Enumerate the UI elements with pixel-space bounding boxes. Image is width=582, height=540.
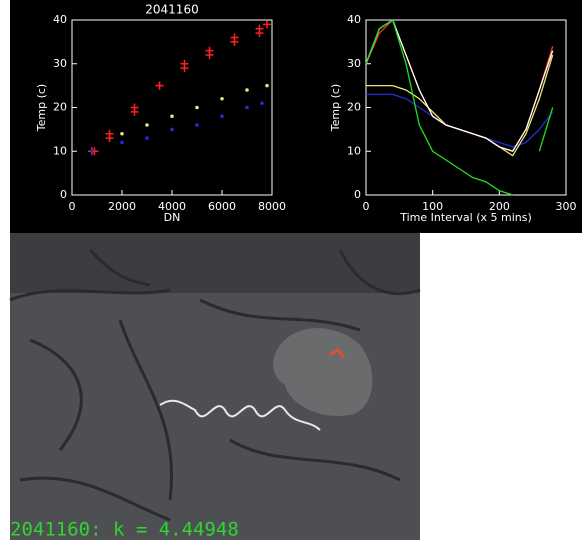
y-tick-label: 30: [347, 57, 361, 70]
x-tick-label: 8000: [258, 200, 286, 213]
figure: 2041160: k = 4.44948 2041160020004000600…: [0, 0, 582, 540]
x-tick-label: 2000: [108, 200, 136, 213]
point: [266, 84, 269, 87]
y-tick-label: 30: [53, 57, 67, 70]
point: [221, 115, 224, 118]
x-tick-label: 6000: [208, 200, 236, 213]
y-tick-label: 10: [53, 144, 67, 157]
point: [261, 102, 264, 105]
point: [121, 132, 124, 135]
y-tick-label: 20: [347, 101, 361, 114]
x-tick-label: 0: [69, 200, 76, 213]
point: [91, 150, 94, 153]
y-tick-label: 40: [53, 13, 67, 26]
point: [121, 141, 124, 144]
y-tick-label: 0: [354, 188, 361, 201]
point: [221, 97, 224, 100]
chart-title: 2041160: [145, 3, 198, 17]
x-axis-label: DN: [164, 211, 181, 224]
x-tick-label: 300: [556, 200, 577, 213]
y-axis-label: Temp (c): [329, 84, 342, 132]
plot-background: [10, 0, 582, 233]
point: [246, 89, 249, 92]
y-tick-label: 40: [347, 13, 361, 26]
point: [171, 115, 174, 118]
point: [146, 124, 149, 127]
point: [146, 137, 149, 140]
y-tick-label: 10: [347, 144, 361, 157]
chart: 2041160: k = 4.44948 2041160020004000600…: [0, 0, 582, 540]
point: [171, 128, 174, 131]
point: [246, 106, 249, 109]
photo: 2041160: k = 4.44948: [10, 233, 420, 540]
x-axis-label: Time Interval (x 5 mins): [399, 211, 532, 224]
y-tick-label: 20: [53, 101, 67, 114]
x-tick-label: 0: [363, 200, 370, 213]
y-axis-label: Temp (c): [35, 84, 48, 132]
caption: 2041160: k = 4.44948: [10, 519, 239, 540]
point: [196, 106, 199, 109]
lava-ridge: [10, 233, 420, 293]
point: [196, 124, 199, 127]
y-tick-label: 0: [60, 188, 67, 201]
